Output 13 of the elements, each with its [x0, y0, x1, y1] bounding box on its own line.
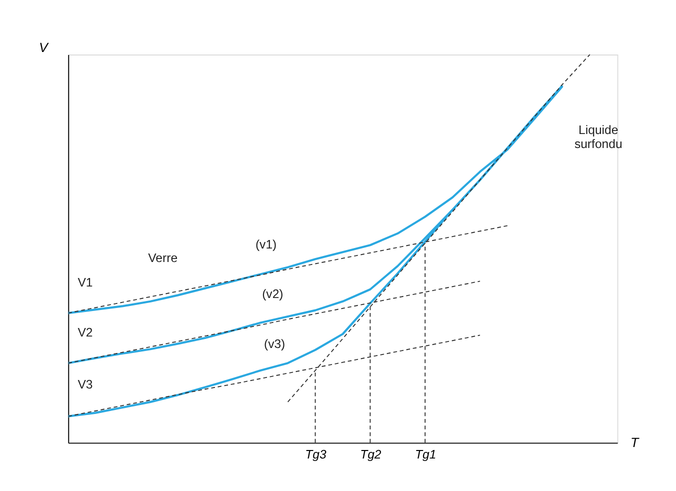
- x-tick-label: Tg1: [414, 447, 436, 462]
- annotation: Verre: [148, 250, 178, 265]
- annotation: (v2): [262, 286, 284, 301]
- annotation: V2: [78, 326, 93, 340]
- annotation: V1: [78, 275, 93, 290]
- annotation: V3: [78, 378, 93, 392]
- x-tick-label: Tg3: [305, 447, 326, 462]
- annotation: (v3): [264, 337, 286, 352]
- annotation: (v1): [255, 238, 277, 252]
- x-axis-title: T: [630, 434, 640, 450]
- x-tick-label: Tg2: [360, 447, 382, 462]
- annotation: Liquide surfondu: [574, 123, 622, 152]
- y-axis-title: V: [38, 40, 49, 56]
